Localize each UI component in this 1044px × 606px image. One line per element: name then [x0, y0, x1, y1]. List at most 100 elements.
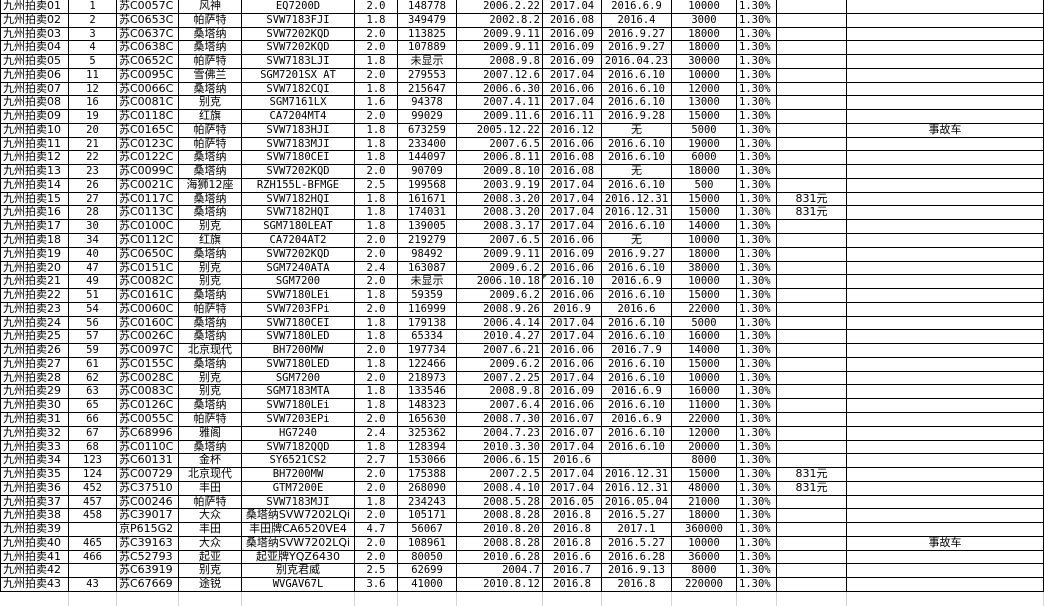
cell-serial-no[interactable]: 458	[69, 509, 117, 524]
cell-plate-number[interactable]: 苏C0097C	[117, 344, 179, 358]
cell-register-date[interactable]: 2008.5.28	[457, 495, 543, 510]
cell-auction-lot[interactable]: 九州拍卖18	[0, 234, 69, 248]
cell-serial-no[interactable]: 20	[69, 123, 117, 138]
cell-price[interactable]: 500	[672, 178, 737, 193]
cell-register-date[interactable]: 2010.8.20	[457, 523, 543, 537]
cell-model[interactable]: RZH155L-BFMGE	[242, 178, 355, 193]
cell-plate-number[interactable]: 苏C0055C	[117, 412, 179, 427]
cell-price[interactable]: 12000	[672, 426, 737, 441]
cell-mileage[interactable]: 128394	[398, 440, 457, 455]
cell-plate-number[interactable]: 苏C0650C	[117, 247, 179, 262]
cell-fee-note[interactable]	[777, 344, 847, 358]
cell-inspection-date[interactable]: 2016.06	[543, 234, 602, 248]
cell-remark[interactable]	[847, 165, 1044, 179]
cell-model[interactable]: SGM7201SX AT	[242, 68, 355, 83]
cell-inspection-date[interactable]: 2016.06	[543, 357, 602, 372]
cell-rate[interactable]: 1.30%	[737, 13, 777, 28]
cell-serial-no[interactable]: 16	[69, 96, 117, 111]
cell-model[interactable]: SY6521CS2	[242, 454, 355, 469]
cell-inspection-date[interactable]: 2016.8	[543, 509, 602, 524]
cell-displacement[interactable]: 1.8	[355, 330, 398, 345]
cell-insurance-date[interactable]: 2016.9.27	[602, 247, 672, 262]
cell-price[interactable]: 5000	[672, 123, 737, 138]
cell-insurance-date[interactable]: 2016.5.27	[602, 536, 672, 551]
cell-mileage[interactable]: 80050	[398, 550, 457, 565]
cell-mileage[interactable]: 197734	[398, 344, 457, 358]
cell-fee-note[interactable]	[777, 440, 847, 455]
cell-plate-number[interactable]: 苏C0057C	[117, 0, 179, 14]
cell-model[interactable]: SVW7202KQD	[242, 247, 355, 262]
cell-serial-no[interactable]: 49	[69, 275, 117, 290]
cell-inspection-date[interactable]: 2017.04	[543, 178, 602, 193]
cell-price[interactable]: 10000	[672, 371, 737, 386]
cell-fee-note[interactable]	[777, 412, 847, 427]
cell-register-date[interactable]: 2006.10.18	[457, 275, 543, 290]
cell-brand[interactable]: 桑塔纳	[179, 289, 242, 303]
cell-inspection-date[interactable]: 2017.04	[543, 330, 602, 345]
cell-fee-note[interactable]	[777, 123, 847, 138]
cell-price[interactable]: 18000	[672, 247, 737, 262]
cell-brand[interactable]: 途锐	[179, 578, 242, 592]
cell-inspection-date[interactable]: 2016.06	[543, 399, 602, 413]
cell-model[interactable]: SVW7202KQD	[242, 41, 355, 56]
cell-mileage[interactable]: 139005	[398, 220, 457, 235]
cell-insurance-date[interactable]: 2016.6.10	[602, 68, 672, 83]
cell-inspection-date[interactable]: 2016.07	[543, 426, 602, 441]
cell-rate[interactable]: 1.30%	[737, 481, 777, 496]
cell-inspection-date[interactable]: 2016.09	[543, 27, 602, 42]
cell-price[interactable]: 18000	[672, 27, 737, 42]
cell-plate-number[interactable]: 苏C0100C	[117, 220, 179, 235]
cell-price[interactable]: 10000	[672, 234, 737, 248]
cell-register-date[interactable]: 2008.9.8	[457, 55, 543, 69]
cell-inspection-date[interactable]: 2016.09	[543, 41, 602, 56]
cell-plate-number[interactable]: 苏C52793	[117, 550, 179, 565]
cell-auction-lot[interactable]: 九州拍卖10	[0, 123, 69, 138]
cell-serial-no[interactable]: 67	[69, 426, 117, 441]
cell-brand[interactable]: 别克	[179, 564, 242, 579]
cell-insurance-date[interactable]: 2016.8	[602, 578, 672, 592]
cell-auction-lot[interactable]: 九州拍卖12	[0, 151, 69, 166]
cell-displacement[interactable]: 2.0	[355, 110, 398, 124]
cell-price[interactable]: 14000	[672, 344, 737, 358]
empty-cell[interactable]	[777, 591, 847, 606]
cell-plate-number[interactable]: 苏C0081C	[117, 96, 179, 111]
cell-inspection-date[interactable]: 2016.12	[543, 123, 602, 138]
cell-serial-no[interactable]: 57	[69, 330, 117, 345]
cell-insurance-date[interactable]: 2016.6.10	[602, 137, 672, 152]
cell-price[interactable]: 19000	[672, 137, 737, 152]
cell-register-date[interactable]: 2009.6.2	[457, 357, 543, 372]
cell-inspection-date[interactable]: 2017.04	[543, 0, 602, 14]
cell-brand[interactable]: 北京现代	[179, 344, 242, 358]
cell-serial-no[interactable]: 62	[69, 371, 117, 386]
cell-rate[interactable]: 1.30%	[737, 178, 777, 193]
cell-rate[interactable]: 1.30%	[737, 344, 777, 358]
cell-insurance-date[interactable]: 2016.6.10	[602, 82, 672, 97]
cell-displacement[interactable]: 2.0	[355, 165, 398, 179]
cell-price[interactable]: 10000	[672, 0, 737, 14]
cell-rate[interactable]: 1.30%	[737, 110, 777, 124]
cell-insurance-date[interactable]: 2016.5.27	[602, 509, 672, 524]
cell-rate[interactable]: 1.30%	[737, 234, 777, 248]
cell-remark[interactable]	[847, 578, 1044, 592]
cell-register-date[interactable]: 2006.8.11	[457, 151, 543, 166]
cell-inspection-date[interactable]: 2016.09	[543, 55, 602, 69]
cell-price[interactable]: 15000	[672, 206, 737, 221]
cell-brand[interactable]: 别克	[179, 385, 242, 400]
cell-model[interactable]: SVW7183MJI	[242, 495, 355, 510]
cell-model[interactable]: 桑塔纳SVW7202LQi	[242, 509, 355, 524]
cell-remark[interactable]	[847, 192, 1044, 207]
cell-register-date[interactable]: 2008.3.20	[457, 192, 543, 207]
cell-inspection-date[interactable]: 2016.11	[543, 110, 602, 124]
cell-register-date[interactable]: 2009.6.2	[457, 261, 543, 276]
cell-plate-number[interactable]: 苏C00729	[117, 468, 179, 482]
cell-fee-note[interactable]	[777, 247, 847, 262]
cell-auction-lot[interactable]: 九州拍卖32	[0, 426, 69, 441]
cell-displacement[interactable]: 1.8	[355, 316, 398, 331]
cell-insurance-date[interactable]: 2016.9.28	[602, 110, 672, 124]
cell-auction-lot[interactable]: 九州拍卖35	[0, 468, 69, 482]
cell-plate-number[interactable]: 京P615G2	[117, 523, 179, 537]
cell-brand[interactable]: 桑塔纳	[179, 27, 242, 42]
cell-model[interactable]: SVW7180CEI	[242, 151, 355, 166]
cell-mileage[interactable]: 219279	[398, 234, 457, 248]
cell-brand[interactable]: 帕萨特	[179, 412, 242, 427]
